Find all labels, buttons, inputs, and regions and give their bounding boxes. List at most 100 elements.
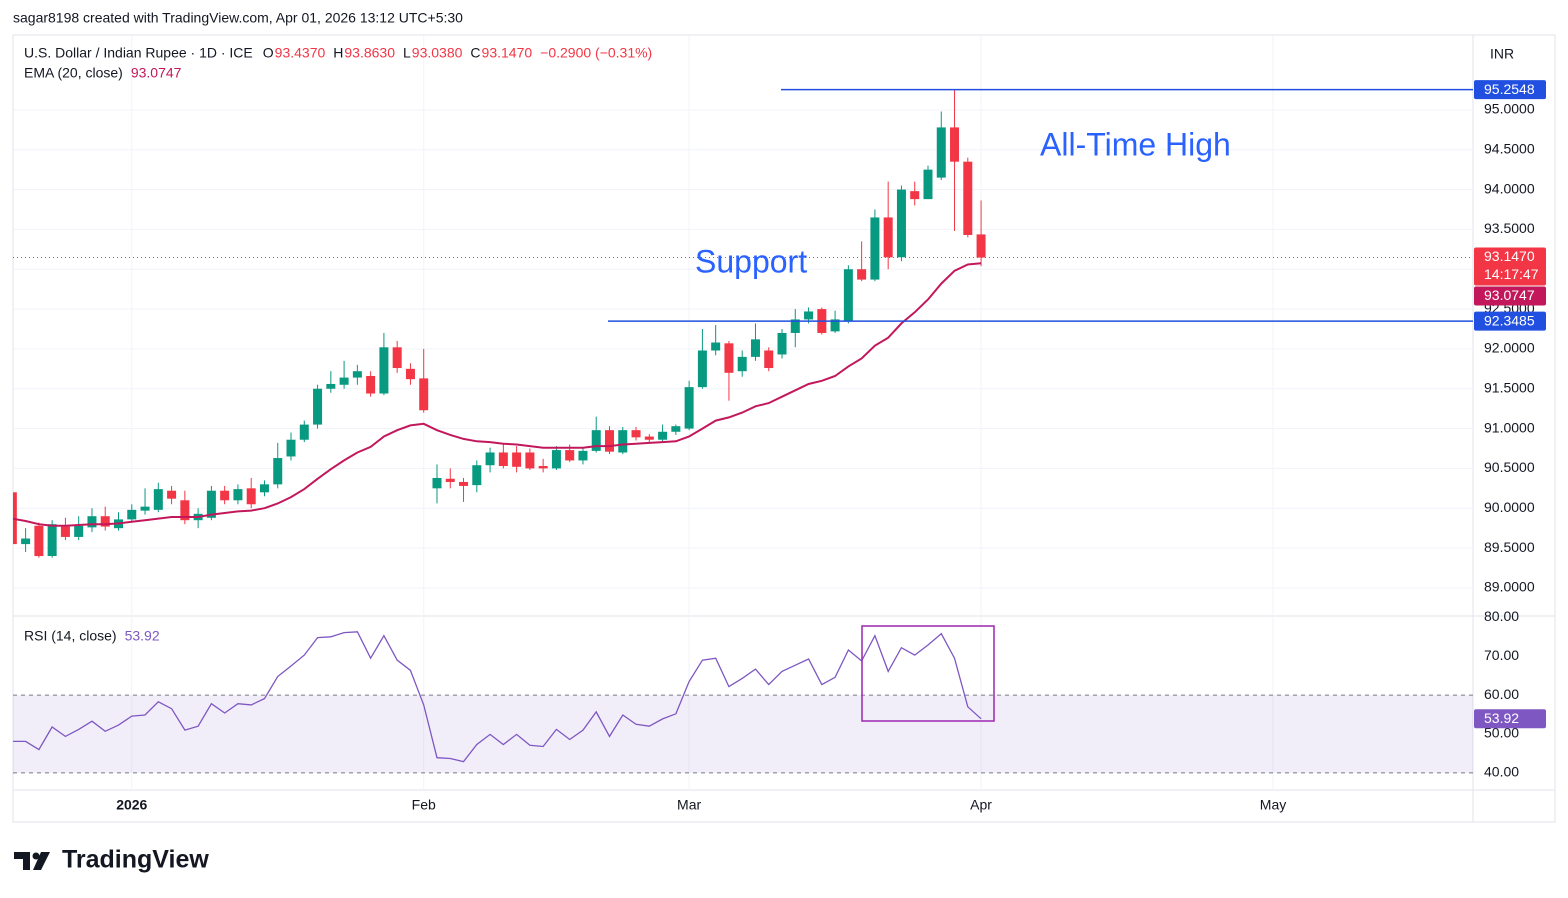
candle-body (591, 430, 601, 451)
legend-text: 93.8630 (344, 45, 395, 61)
x-tick-label: Mar (677, 797, 701, 813)
candle-body (339, 377, 349, 385)
candle-body (724, 343, 734, 373)
candle-body (233, 489, 243, 501)
legend-text: RSI (14, close) (24, 628, 117, 644)
candle-body (512, 452, 522, 467)
logo-mark (32, 852, 40, 860)
candle-body (910, 191, 920, 200)
highlight-box (861, 625, 995, 722)
logo-text: TradingView (62, 846, 209, 874)
candle-body (804, 311, 814, 320)
x-tick-label: Feb (412, 797, 436, 813)
candle-body (525, 452, 535, 469)
candle-body (485, 452, 495, 466)
candle-body (34, 525, 44, 557)
price-badge (1474, 311, 1546, 331)
candle-body (352, 371, 362, 378)
candle-body (618, 430, 628, 453)
x-tick-label: May (1260, 797, 1286, 813)
candle-body (870, 217, 880, 280)
y-tick-label: 93.5000 (1484, 220, 1535, 236)
candle-body (392, 347, 402, 369)
candle-body (432, 477, 442, 489)
legend-text: EMA (20, close) (24, 65, 123, 81)
candle-body (366, 375, 376, 394)
price-badge-label: 93.0747 (1484, 287, 1535, 303)
candle-body (936, 127, 946, 178)
candle-body (976, 234, 986, 258)
candle-body (790, 319, 800, 333)
legend-text: L (403, 45, 411, 61)
y-tick-label: 90.5000 (1484, 459, 1535, 475)
y-tick-label: 91.0000 (1484, 419, 1535, 435)
rsi-pane (13, 631, 1473, 774)
price-badge (1474, 286, 1546, 306)
candle-body (843, 269, 853, 322)
price-badge (1474, 247, 1546, 286)
candle-body (857, 269, 867, 280)
candle-body (896, 189, 906, 258)
candle-body (419, 378, 429, 411)
rsi-line (13, 631, 982, 763)
candle-body (313, 388, 323, 425)
legend-text: U.S. Dollar / Indian Rupee · 1D · ICE (24, 45, 253, 61)
y-tick-label: 70.00 (1484, 647, 1519, 663)
candle-body (405, 368, 415, 380)
candle-body (246, 488, 256, 505)
candle-body (326, 383, 336, 389)
candle-body (259, 484, 269, 493)
credit: sagar8198 created with TradingView.com, … (13, 10, 463, 26)
ema-line (13, 262, 982, 527)
y-tick-label: 94.5000 (1484, 140, 1535, 156)
y-tick-label: 50.00 (1484, 725, 1519, 741)
y-tick-label: 89.5000 (1484, 539, 1535, 555)
legend-text: 53.92 (125, 628, 160, 644)
candle-body (21, 538, 31, 545)
logo-mark (14, 852, 30, 870)
candle-body (578, 450, 588, 461)
y-tick-label: 90.0000 (1484, 499, 1535, 515)
y-tick-label: 60.00 (1484, 686, 1519, 702)
x-tick-label: Apr (970, 797, 992, 813)
price-badge-label: 92.3485 (1484, 312, 1535, 328)
main-pane (13, 89, 1473, 558)
legend-text: C (470, 45, 480, 61)
candle-body (47, 524, 57, 557)
candle-body (445, 478, 455, 482)
legend-text: 93.1470 (482, 45, 533, 61)
candle-body (605, 430, 615, 452)
y-tick-label: 80.00 (1484, 608, 1519, 624)
candle-body (963, 161, 973, 235)
price-badge-label: 53.92 (1484, 710, 1519, 726)
candle-body (299, 424, 309, 440)
candle-body (697, 350, 707, 388)
candle-body (87, 516, 97, 528)
logo: TradingView (14, 846, 209, 874)
candle-body (830, 319, 840, 332)
candle-body (459, 481, 469, 486)
legend-text: 93.4370 (275, 45, 326, 61)
candle-body (684, 387, 694, 429)
candle-body (631, 430, 641, 438)
legend-text: H (333, 45, 343, 61)
price-badge-label: 95.2548 (1484, 81, 1535, 97)
y-tick-label: 95.0000 (1484, 101, 1535, 117)
candle-body (750, 339, 760, 357)
candle-body (644, 436, 654, 440)
countdown: 14:17:47 (1484, 266, 1539, 282)
candle-body (737, 356, 747, 372)
price-badge (1474, 709, 1546, 729)
legend-text: 93.0380 (412, 45, 463, 61)
y-tick-label: 89.0000 (1484, 579, 1535, 595)
candle-body (777, 332, 787, 355)
candle-body (180, 500, 190, 521)
candle-body (538, 466, 548, 469)
price-badge (1474, 80, 1546, 100)
candle-body (950, 127, 960, 162)
logo-mark (33, 852, 50, 870)
y-tick-label: 91.5000 (1484, 379, 1535, 395)
candle-body (565, 450, 575, 461)
legend-text: −0.2900 (−0.31%) (540, 45, 652, 61)
